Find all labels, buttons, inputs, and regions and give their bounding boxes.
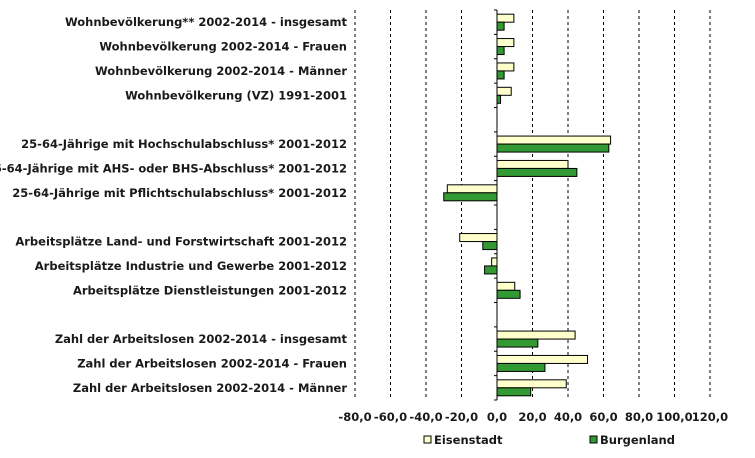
category-label: Arbeitsplätze Land- und Forstwirtschaft … xyxy=(15,235,347,249)
bar-burgenland xyxy=(496,167,578,177)
bar-burgenland xyxy=(496,94,502,104)
category-label: 25-64-Jährige mit Hochschulabschluss* 20… xyxy=(21,137,347,151)
bar-eisenstadt xyxy=(496,62,515,72)
x-tick-label: -60,0 xyxy=(374,410,407,424)
category-label: Arbeitsplätze Dienstleistungen 2001-2012 xyxy=(73,283,347,297)
zero-axis xyxy=(494,9,498,401)
category-label: Zahl der Arbeitslosen 2002-2014 - Männer xyxy=(73,381,347,395)
bar-eisenstadt xyxy=(496,38,515,48)
category-label: Wohnbevölkerung 2002-2014 - Frauen xyxy=(99,40,347,54)
legend: Eisenstadt Burgenland xyxy=(423,433,675,447)
category-label: Wohnbevölkerung** 2002-2014 - insgesamt xyxy=(65,15,348,29)
category-label: 25-64-Jährige mit Pflichtschulabschluss*… xyxy=(12,186,347,200)
x-tick-label: 20,0 xyxy=(518,410,546,424)
x-tick-label: 120,0 xyxy=(692,410,728,424)
bar-eisenstadt xyxy=(496,135,612,145)
bar-burgenland xyxy=(496,289,521,299)
bar-eisenstadt xyxy=(496,159,569,169)
x-tick-label: 0,0 xyxy=(487,410,507,424)
legend-label-burgenland: Burgenland xyxy=(600,433,675,447)
bar-burgenland xyxy=(496,387,532,397)
legend-label-eisenstadt: Eisenstadt xyxy=(434,433,503,447)
bar-eisenstadt xyxy=(496,379,567,389)
bar-eisenstadt xyxy=(496,354,589,364)
bar-burgenland xyxy=(496,143,610,153)
bar-burgenland xyxy=(496,46,505,56)
category-label: Wohnbevölkerung 2002-2014 - Männer xyxy=(95,64,347,78)
bar-eisenstadt xyxy=(491,257,498,267)
bar-burgenland xyxy=(496,338,539,348)
x-tick-label: 40,0 xyxy=(554,410,582,424)
category-label: Wohnbevölkerung (VZ) 1991-2001 xyxy=(125,88,347,102)
bars xyxy=(443,13,612,397)
bar-eisenstadt xyxy=(496,330,576,340)
category-label: 25-64-Jährige mit AHS- oder BHS-Abschlus… xyxy=(0,161,347,175)
category-label: Zahl der Arbeitslosen 2002-2014 - Frauen xyxy=(77,356,347,370)
x-tick-label: 100,0 xyxy=(656,410,692,424)
legend-swatch-burgenland xyxy=(589,435,598,444)
x-tick-label: -20,0 xyxy=(445,410,478,424)
x-tick-label: -40,0 xyxy=(409,410,442,424)
bar-burgenland xyxy=(496,21,505,31)
category-labels: Wohnbevölkerung** 2002-2014 - insgesamt W… xyxy=(0,15,347,395)
legend-swatch-eisenstadt xyxy=(423,435,432,444)
x-tick-labels: -80,0 -60,0 -40,0 -20,0 0,0 20,0 40,0 60,0 80,0 1… xyxy=(338,410,728,424)
bar-burgenland xyxy=(496,362,546,372)
bar-burgenland xyxy=(496,70,505,80)
bar-burgenland xyxy=(443,192,498,202)
bar-burgenland xyxy=(484,265,498,275)
category-label: Arbeitsplätze Industrie und Gewerbe 2001… xyxy=(35,259,347,273)
bar-burgenland xyxy=(482,241,498,251)
category-label: Zahl der Arbeitslosen 2002-2014 - insges… xyxy=(55,332,348,346)
bar-eisenstadt xyxy=(496,86,512,96)
x-tick-label: 60,0 xyxy=(589,410,617,424)
bar-eisenstadt xyxy=(459,233,498,243)
bar-eisenstadt xyxy=(446,184,498,194)
bar-eisenstadt xyxy=(496,281,516,291)
x-tick-label: -80,0 xyxy=(338,410,371,424)
bar-eisenstadt xyxy=(496,13,515,23)
x-tick-label: 80,0 xyxy=(625,410,653,424)
